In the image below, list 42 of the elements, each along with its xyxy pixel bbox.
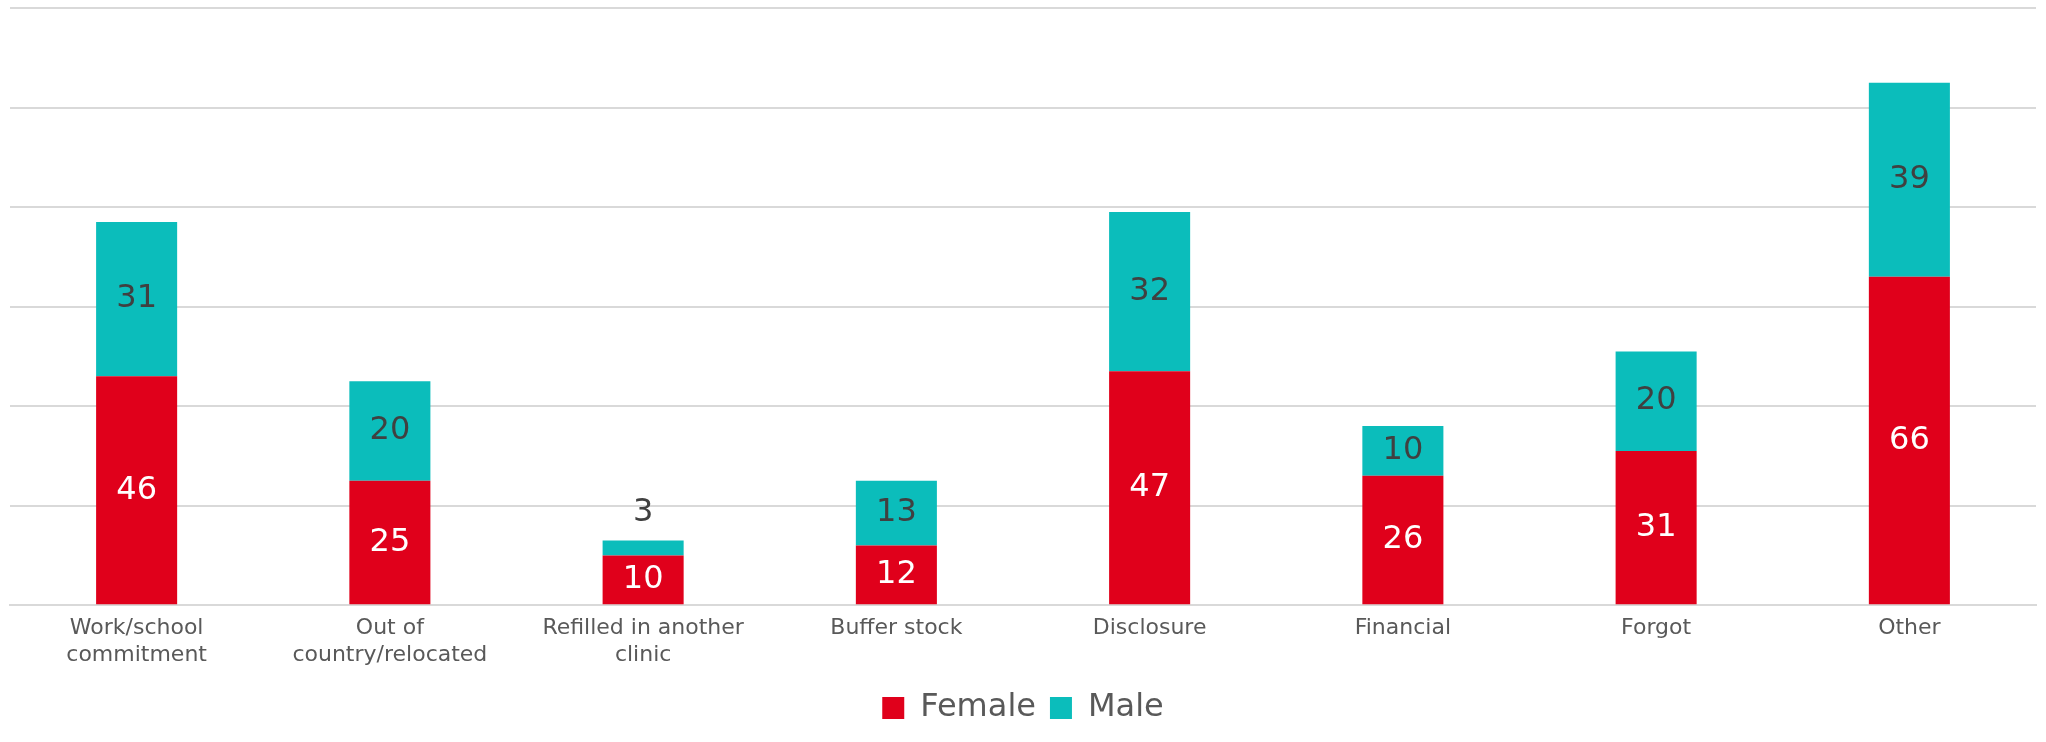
data-label: 46 [116, 468, 157, 507]
legend-label: Male [1087, 686, 1164, 725]
x-tick-label: Refilled in another clinic [542, 614, 745, 666]
data-label: 20 [1635, 379, 1677, 418]
x-tick-label: Work/school commitment [66, 614, 208, 666]
bar [1109, 371, 1191, 605]
bar [855, 480, 937, 546]
data-label: 32 [1129, 269, 1170, 308]
bar [96, 376, 178, 605]
bar [1868, 82, 1950, 277]
bar [602, 555, 684, 605]
bar [1615, 351, 1697, 451]
bar [349, 381, 431, 481]
bar [1615, 450, 1697, 605]
data-label: 20 [369, 409, 411, 448]
bar [349, 480, 431, 605]
bar [1362, 426, 1444, 476]
x-tick-label: Forgot [1621, 614, 1692, 640]
data-label: 47 [1129, 466, 1170, 505]
x-tick-label: Other [1878, 614, 1942, 640]
data-label: 39 [1889, 158, 1930, 197]
data-label: 3 [632, 490, 654, 529]
x-tick-label: Buffer stock [830, 614, 963, 640]
data-label: 10 [1382, 429, 1424, 468]
data-label: 13 [876, 491, 917, 530]
data-label: 25 [369, 520, 411, 559]
data-label: 12 [876, 553, 917, 592]
data-label: 10 [622, 558, 664, 597]
data-label: 26 [1382, 518, 1424, 557]
bar [1109, 212, 1191, 372]
x-tick-label: Disclosure [1092, 614, 1207, 640]
bar [1362, 475, 1444, 605]
data-label: 66 [1889, 418, 1930, 457]
bar [855, 545, 937, 605]
x-tick-label: Financial [1354, 614, 1452, 640]
bar [96, 222, 178, 377]
bar [602, 540, 684, 556]
bar [1868, 276, 1950, 605]
legend-label: Female [920, 686, 1036, 725]
data-label: 31 [1635, 505, 1677, 544]
data-label: 31 [116, 277, 157, 316]
x-tick-label: Out of country/relocated [292, 614, 488, 666]
